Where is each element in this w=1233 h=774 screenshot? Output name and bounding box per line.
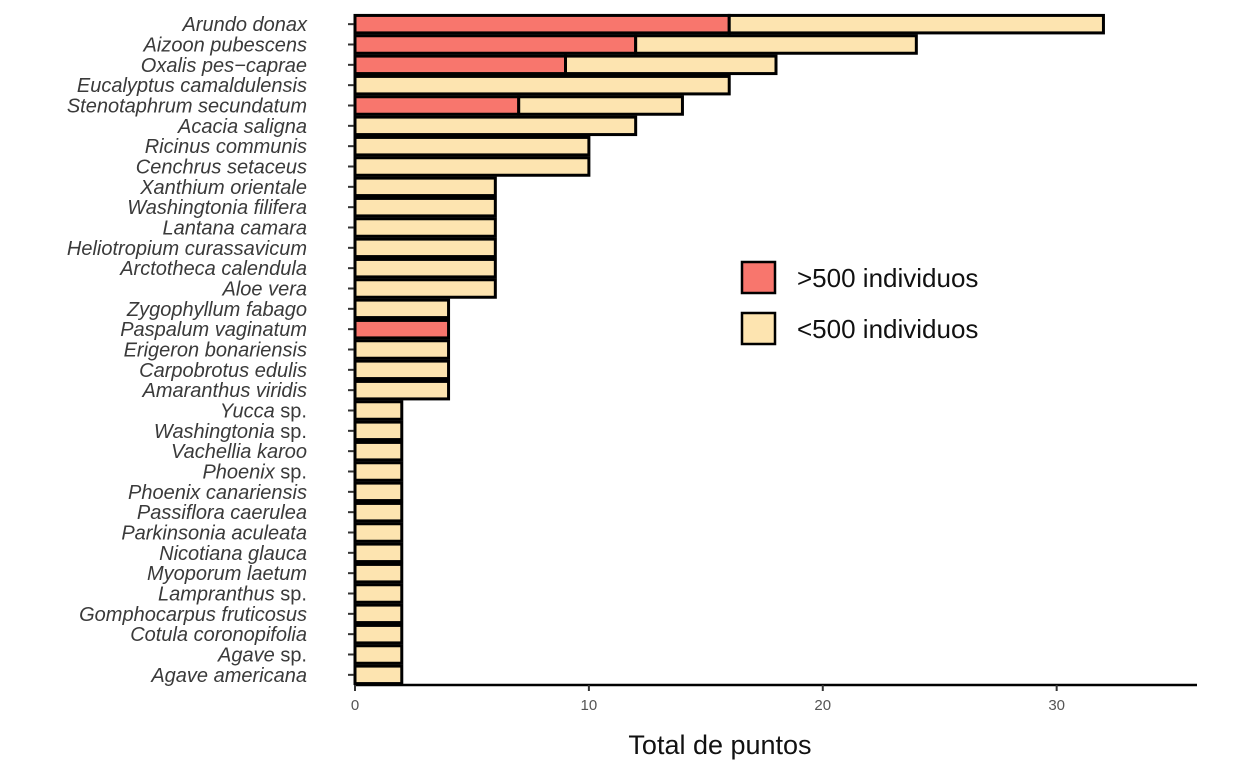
category-label: Carpobrotus edulis [139,360,307,382]
bar-over-500 [353,95,521,116]
bar-under-500 [353,522,404,543]
bar-under-500 [353,379,451,401]
category-label: Phoenix canariensis [128,482,307,504]
legend-swatch [740,260,777,295]
category-label: Arundo donax [181,14,308,36]
x-axis-title: Total de puntos [628,730,811,760]
legend-swatch [740,311,777,346]
bar-under-500 [353,664,404,686]
bar-under-500 [353,603,404,625]
category-label: Parkinsonia aculeata [121,523,307,545]
legend: >500 individuos <500 individuos [740,260,978,346]
bar-under-500 [353,217,497,238]
bar-under-500 [353,623,404,645]
bar-under-500 [353,583,404,604]
bar-under-500 [353,339,451,360]
bar-under-500 [353,501,404,523]
bar-under-500 [353,196,497,218]
category-label: Zygophyllum fabago [126,299,307,321]
legend-label: >500 individuos [797,263,978,293]
bar-under-500 [353,542,404,564]
category-label: Acacia saligna [177,116,307,138]
bar-under-500 [353,298,451,320]
category-label: Heliotropium curassavicum [67,238,307,260]
bar-over-500 [353,318,451,340]
category-label: Nicotiana glauca [159,543,307,565]
x-tick-label: 20 [814,697,831,714]
bar-under-500 [353,461,404,482]
category-label: Gomphocarpus fruticosus [79,604,307,626]
category-label: Vachellia karoo [171,441,307,463]
bar-under-500 [353,481,404,503]
bar-under-500 [353,156,591,177]
bar-under-500 [353,400,404,421]
category-label: Amaranthus viridis [141,380,307,402]
category-label: Stenotaphrum secundatum [67,96,307,118]
bar-under-500 [353,644,404,665]
bar-under-500 [353,420,404,442]
category-label: Cotula coronopifolia [130,624,307,646]
bar-over-500 [353,34,638,55]
category-label: Passiflora caerulea [137,502,307,524]
bars-group [353,13,1105,686]
category-label: Eucalyptus camaldulensis [77,75,307,97]
legend-label: <500 individuos [797,314,978,344]
category-label: Aizoon pubescens [143,35,307,57]
bar-under-500 [634,34,918,55]
category-label: Agave sp. [217,645,307,667]
category-label: Washingtonia filifera [127,197,307,219]
category-label: Xanthium orientale [139,177,307,199]
bar-under-500 [727,13,1105,35]
category-label: Ricinus communis [145,136,307,158]
category-label: Lantana camara [162,218,307,240]
bar-under-500 [353,562,404,584]
bar-under-500 [353,440,404,462]
category-label: Oxalis pes−caprae [141,55,307,77]
bar-under-500 [353,176,497,198]
bar-under-500 [353,74,731,96]
category-label: Yucca sp. [220,401,307,423]
bar-under-500 [353,237,497,259]
category-label: Aloe vera [222,279,308,301]
category-label: Cenchrus setaceus [136,157,307,179]
bar-under-500 [353,278,497,299]
bar-under-500 [353,135,591,157]
bar-under-500 [517,95,684,116]
x-tick-label: 0 [351,697,359,714]
x-axis: 0 10 20 30 [351,683,1197,714]
bar-over-500 [353,54,567,76]
bar-under-500 [353,115,638,137]
category-label: Lampranthus sp. [158,584,307,606]
bar-under-500 [564,54,778,76]
category-label: Agave americana [150,665,307,687]
category-label: Washingtonia sp. [154,421,307,443]
bar-under-500 [353,359,451,381]
bar-over-500 [353,13,731,35]
bar-under-500 [353,257,497,279]
category-label: Paspalum vaginatum [120,319,307,341]
category-label: Phoenix sp. [202,462,307,484]
category-label: Erigeron bonariensis [124,340,307,362]
category-label: Arctotheca calendula [119,258,307,280]
x-tick-label: 10 [581,697,598,714]
category-label: Myoporum laetum [147,563,307,585]
x-tick-label: 30 [1048,697,1065,714]
